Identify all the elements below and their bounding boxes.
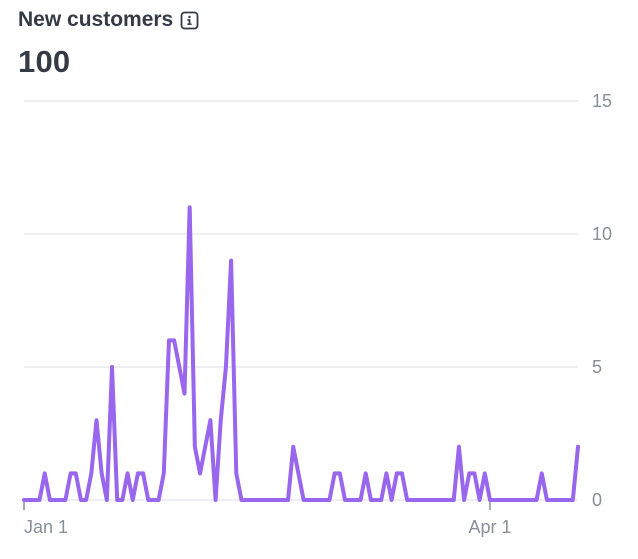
y-tick-label: 5 [592, 357, 602, 377]
series-line-new-customers[interactable] [22, 205, 580, 502]
series-group [22, 205, 580, 502]
y-tick-label: 0 [592, 490, 602, 510]
y-tick-label: 15 [592, 91, 612, 111]
gridlines [24, 100, 578, 501]
y-tick-label: 10 [592, 224, 612, 244]
x-tick-label: Apr 1 [468, 517, 511, 537]
chart-header: New customers 100 [18, 8, 199, 80]
x-axis: Jan 1 Apr 1 [23, 502, 511, 537]
info-icon[interactable] [179, 10, 199, 30]
y-axis-ticks: 0 5 10 15 [592, 91, 612, 510]
total-new-customers: 100 [18, 44, 71, 79]
x-tick-label: Jan 1 [24, 517, 68, 537]
chart-title: New customers [18, 8, 174, 31]
title-row: New customers [18, 8, 199, 32]
